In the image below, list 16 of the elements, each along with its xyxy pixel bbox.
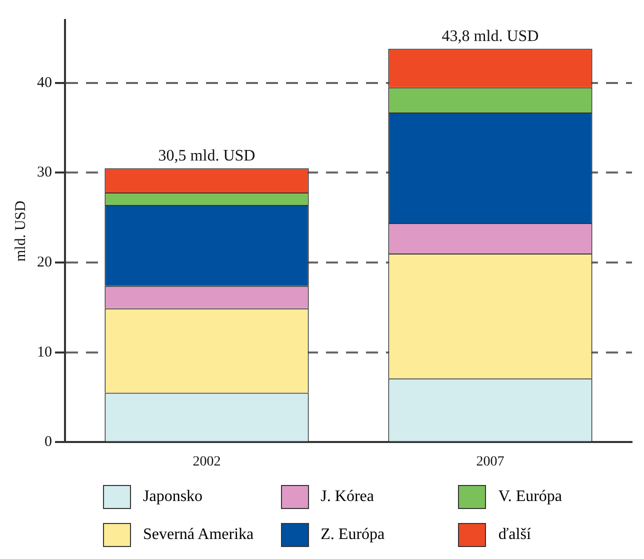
- y-tick-label: 40: [37, 74, 52, 91]
- y-axis-title: mld. USD: [12, 200, 29, 262]
- total-label: 43,8 mld. USD: [442, 28, 539, 45]
- x-tick-label: 2007: [476, 454, 504, 470]
- y-tick-label: 0: [44, 434, 52, 450]
- legend-label: Japonsko: [143, 488, 203, 506]
- legend-label: Z. Európa: [320, 526, 385, 544]
- legend-label: V. Európa: [498, 488, 562, 506]
- legend-label: J. Kórea: [320, 488, 374, 506]
- total-label: 30,5 mld. USD: [158, 147, 256, 164]
- y-tick-label: 30: [37, 164, 52, 181]
- x-tick-label: 2002: [192, 454, 221, 470]
- legend-label: Severná Amerika: [143, 526, 254, 544]
- y-tick-label: 10: [37, 344, 52, 360]
- legend-label: ďalší: [498, 526, 531, 544]
- y-tick-label: 20: [37, 254, 52, 270]
